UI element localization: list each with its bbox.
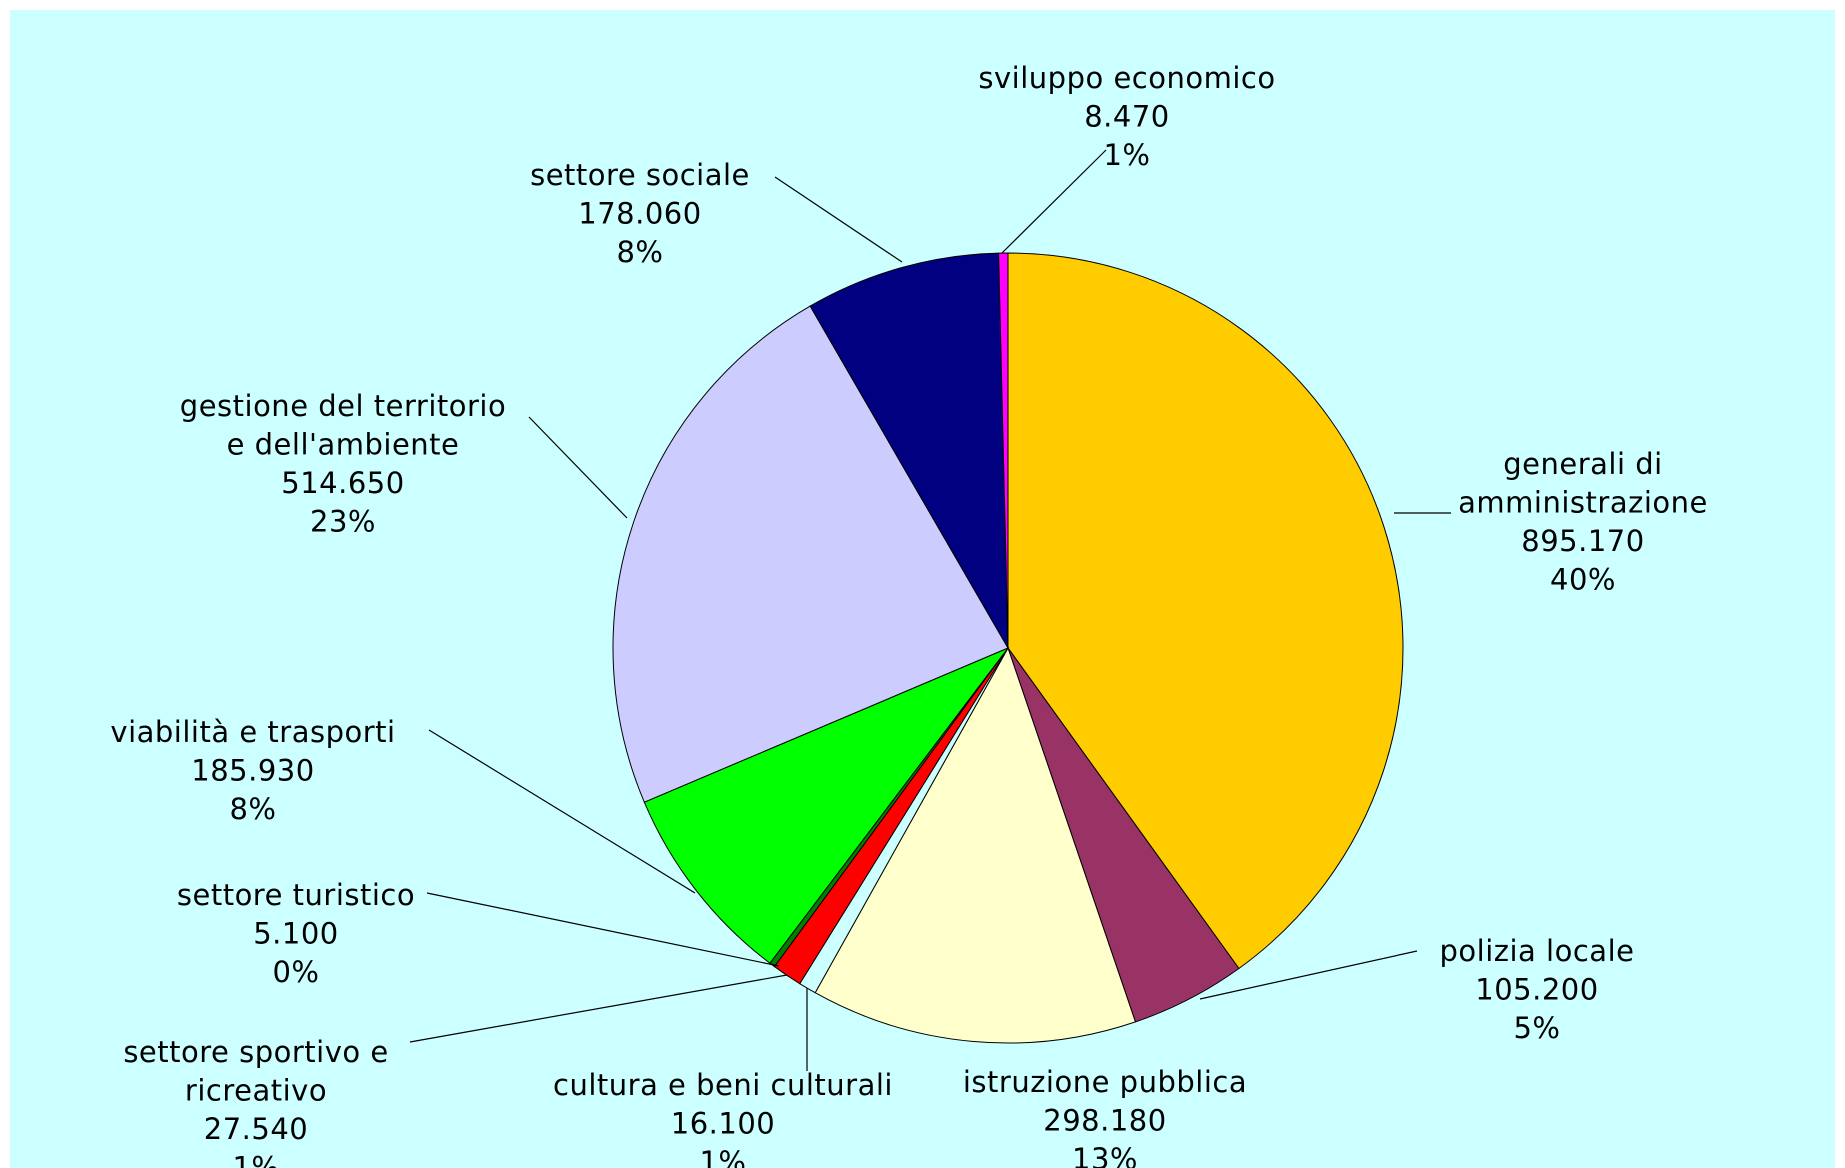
data-label-name: sviluppo economico (978, 61, 1275, 95)
data-label-name: settore sportivo e (123, 1035, 388, 1069)
data-label-name: settore sociale (530, 158, 750, 192)
data-label-value: 27.540 (204, 1112, 308, 1146)
data-label-name: polizia locale (1440, 934, 1635, 968)
data-label-value: 8.470 (1084, 100, 1170, 134)
data-label-name: settore turistico (177, 878, 415, 912)
data-label-value: 5.100 (253, 917, 339, 951)
leader-line-settore-turistico (426, 892, 780, 967)
pie-slices (612, 252, 1404, 1044)
data-label-percent: 13% (1072, 1142, 1138, 1168)
data-label-percent: 8% (616, 235, 663, 269)
data-label-value: 298.180 (1043, 1104, 1166, 1138)
data-label-settore-turistico: settore turistico 5.100 0% (177, 878, 415, 989)
data-label-cultura-e-beni-culturali: cultura e beni culturali 16.100 1% (553, 1068, 893, 1168)
data-label-name: gestione del territorio (180, 389, 506, 423)
data-label-value: 178.060 (578, 197, 701, 231)
data-label-name: istruzione pubblica (963, 1065, 1247, 1099)
pie-slice-gestione-del-territorio-e-dell-ambiente (612, 305, 1009, 803)
data-label-percent: 0% (272, 955, 319, 989)
data-label-percent: 1% (1103, 138, 1150, 172)
data-label-value: 514.650 (281, 466, 404, 500)
leader-line-settore-sportivo-e-ricreativo (409, 974, 788, 1043)
chart-area: generali di amministrazione 895.170 40% poli… (10, 10, 1835, 1168)
data-label-gestione-del-territorio-e-dell-ambiente: gestione del territorio e dell'ambiente 51… (180, 389, 506, 539)
data-label-name: ricreativo (185, 1074, 327, 1108)
data-label-percent: 5% (1513, 1011, 1560, 1045)
data-label-value: 105.200 (1475, 973, 1598, 1007)
data-label-value: 16.100 (671, 1107, 775, 1141)
data-labels: generali di amministrazione 895.170 40% poli… (110, 61, 1707, 1168)
pie-slice-viabilita-e-trasporti (643, 646, 1010, 964)
data-label-viabilita-e-trasporti: viabilità e trasporti 185.930 8% (110, 715, 395, 826)
data-label-percent: 1% (232, 1151, 279, 1168)
data-label-settore-sociale: settore sociale 178.060 8% (530, 158, 750, 269)
pie-slice-istruzione-pubblica (814, 646, 1137, 1044)
data-label-polizia-locale: polizia locale 105.200 5% (1440, 934, 1635, 1045)
data-label-name: e dell'ambiente (227, 428, 460, 462)
data-label-name: generali di (1503, 447, 1662, 481)
pie-slice-settore-sociale (809, 252, 1009, 649)
data-label-settore-sportivo-e-ricreativo: settore sportivo e ricreativo 27.540 1% (123, 1035, 388, 1168)
leader-line-sviluppo-economico (1001, 149, 1107, 254)
data-label-sviluppo-economico: sviluppo economico 8.470 1% (978, 61, 1275, 172)
leader-line-settore-sociale (774, 176, 903, 263)
data-label-name: cultura e beni culturali (553, 1068, 893, 1102)
data-label-name: amministrazione (1458, 486, 1708, 520)
leader-lines (409, 149, 1451, 1071)
data-label-percent: 40% (1550, 563, 1616, 597)
data-label-percent: 23% (310, 505, 376, 539)
data-label-value: 895.170 (1521, 524, 1644, 558)
leader-line-polizia-locale (1199, 950, 1418, 1000)
data-label-percent: 8% (229, 792, 276, 826)
data-label-istruzione-pubblica: istruzione pubblica 298.180 13% (963, 1065, 1247, 1168)
data-label-value: 185.930 (191, 754, 314, 788)
pie-slice-generali-di-amministrazione (1007, 252, 1404, 970)
leader-line-gestione-del-territorio-e-dell-ambiente (528, 416, 628, 519)
data-label-generali-di-amministrazione: generali di amministrazione 895.170 40% (1458, 447, 1708, 597)
data-label-percent: 1% (699, 1145, 746, 1168)
pie-slice-sviluppo-economico (998, 252, 1009, 649)
leader-line-viabilita-e-trasporti (428, 729, 696, 894)
data-label-name: viabilità e trasporti (110, 715, 395, 749)
pie-chart: generali di amministrazione 895.170 40% poli… (110, 61, 1707, 1168)
